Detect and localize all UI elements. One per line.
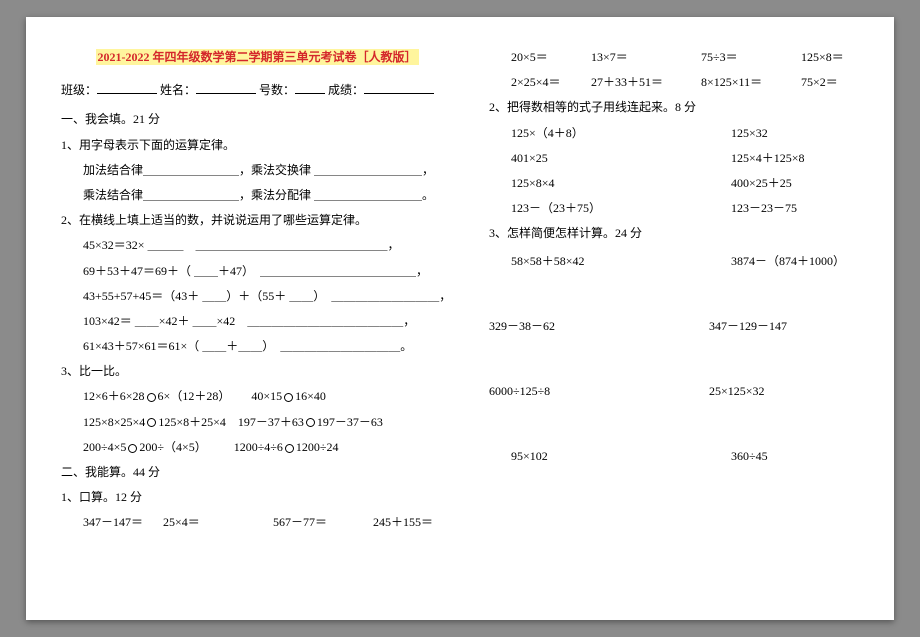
match-row-2: 125×8×4 400×25＋25 <box>489 171 881 196</box>
mc: 25×4＝ <box>163 510 273 535</box>
label-number: 号数： <box>259 83 295 97</box>
cmp-l2: 40×15 <box>251 389 282 403</box>
cmp-r2: 16×40 <box>295 389 326 403</box>
calc-r: 360÷45 <box>731 444 768 469</box>
cmp-l: 125×8×25×4 <box>83 415 145 429</box>
match-l: 401×25 <box>511 146 731 171</box>
calc-r: 3874－（874＋1000） <box>731 249 845 274</box>
label-name: 姓名： <box>160 83 196 97</box>
calc-r: 347－129－147 <box>709 314 787 339</box>
match-l: 123－（23＋75） <box>511 196 731 221</box>
calc-row-1: 329－38－62 347－129－147 <box>489 314 881 339</box>
title-row: 2021-2022 年四年级数学第二学期第三单元考试卷［人教版］ <box>61 45 453 70</box>
calc-l: 329－38－62 <box>489 314 709 339</box>
match-row-3: 123－（23＋75） 123－23－75 <box>489 196 881 221</box>
cmp-r: 6×（12＋28） <box>158 389 231 403</box>
mc: 13×7＝ <box>591 45 701 70</box>
label-score: 成绩： <box>328 83 364 97</box>
compare-circle[interactable] <box>284 393 293 402</box>
mc: 75×2＝ <box>801 70 881 95</box>
right-column: 20×5＝ 13×7＝ 75÷3＝ 125×8＝ 2×25×4＝ 27＋33＋5… <box>471 45 881 605</box>
blank-number[interactable] <box>295 93 325 94</box>
mc: 75÷3＝ <box>701 45 801 70</box>
section-1-head: 一、我会填。21 分 <box>61 107 453 132</box>
match-r: 400×25＋25 <box>731 171 792 196</box>
match-r: 125×32 <box>731 121 768 146</box>
cmp-r: 200÷（4×5） <box>139 440 206 454</box>
page-title: 2021-2022 年四年级数学第二学期第三单元考试卷［人教版］ <box>96 49 419 65</box>
cmp-r2: 197－37－63 <box>317 415 383 429</box>
blank-class[interactable] <box>97 93 157 94</box>
q1-title: 1、用字母表示下面的运算定律。 <box>61 133 453 158</box>
exam-page: 2021-2022 年四年级数学第二学期第三单元考试卷［人教版］ 班级： 姓名：… <box>26 17 894 620</box>
mc: 245＋155＝ <box>373 510 453 535</box>
mc: 27＋33＋51＝ <box>591 70 701 95</box>
match-l: 125×8×4 <box>511 171 731 196</box>
mental-row-2: 20×5＝ 13×7＝ 75÷3＝ 125×8＝ <box>489 45 881 70</box>
q1-line-b: 乘法结合律＿＿＿＿＿＿＿＿，乘法分配律 ＿＿＿＿＿＿＿＿＿。 <box>61 183 453 208</box>
cmp-l: 12×6＋6×28 <box>83 389 145 403</box>
label-class: 班级： <box>61 83 97 97</box>
compare-circle[interactable] <box>147 418 156 427</box>
cmp-l2: 1200÷4÷6 <box>234 440 283 454</box>
cmp-r2: 1200÷24 <box>296 440 339 454</box>
mc: 2×25×4＝ <box>511 70 591 95</box>
cmp-l2: 197－37＋63 <box>238 415 304 429</box>
calc-l: 58×58＋58×42 <box>511 249 731 274</box>
compare-circle[interactable] <box>128 444 137 453</box>
q2-line-b: 69＋53＋47＝69＋（ ＿＿＋47） ＿＿＿＿＿＿＿＿＿＿＿＿＿， <box>61 259 453 284</box>
match-r: 123－23－75 <box>731 196 797 221</box>
compare-circle[interactable] <box>147 393 156 402</box>
match-l: 125×（4＋8） <box>511 121 731 146</box>
compare-circle[interactable] <box>306 418 315 427</box>
mc: 20×5＝ <box>511 45 591 70</box>
blank-name[interactable] <box>196 93 256 94</box>
calc-l: 95×102 <box>511 444 731 469</box>
match-row-1: 401×25 125×4＋125×8 <box>489 146 881 171</box>
calc-row-0: 58×58＋58×42 3874－（874＋1000） <box>489 249 881 274</box>
mc: 567－77＝ <box>273 510 373 535</box>
cmp-l: 200÷4×5 <box>83 440 126 454</box>
q3-row-0: 12×6＋6×28 6×（12＋28） 40×15 16×40 <box>61 384 453 409</box>
calc-row-2: 6000÷125÷8 25×125×32 <box>489 379 881 404</box>
match-r: 125×4＋125×8 <box>731 146 805 171</box>
calc-r: 25×125×32 <box>709 379 765 404</box>
cmp-r: 125×8＋25×4 <box>158 415 226 429</box>
blank-score[interactable] <box>364 93 434 94</box>
s2q1-title: 1、口算。12 分 <box>61 485 453 510</box>
mc: 8×125×11＝ <box>701 70 801 95</box>
left-column: 2021-2022 年四年级数学第二学期第三单元考试卷［人教版］ 班级： 姓名：… <box>61 45 471 605</box>
mc: 347－147＝ <box>83 510 163 535</box>
q2-title: 2、在横线上填上适当的数，并说说运用了哪些运算定律。 <box>61 208 453 233</box>
s2q3-title: 3、怎样简便怎样计算。24 分 <box>489 221 881 246</box>
q2-line-e: 61×43＋57×61＝61×（ ＿＿＋＿＿） ＿＿＿＿＿＿＿＿＿＿。 <box>61 334 453 359</box>
student-info: 班级： 姓名： 号数： 成绩： <box>61 78 453 103</box>
mc: 125×8＝ <box>801 45 881 70</box>
mental-row-1: 347－147＝ 25×4＝ 567－77＝ 245＋155＝ <box>61 510 453 535</box>
q3-title: 3、比一比。 <box>61 359 453 384</box>
q2-line-d: 103×42＝ ＿＿×42＋ ＿＿×42 ＿＿＿＿＿＿＿＿＿＿＿＿＿， <box>61 309 453 334</box>
q2-line-a: 45×32＝32× ＿＿＿ ＿＿＿＿＿＿＿＿＿＿＿＿＿＿＿＿， <box>61 233 453 258</box>
mental-row-3: 2×25×4＝ 27＋33＋51＝ 8×125×11＝ 75×2＝ <box>489 70 881 95</box>
section-2-head: 二、我能算。44 分 <box>61 460 453 485</box>
q3-row-2: 200÷4×5 200÷（4×5） 1200÷4÷6 1200÷24 <box>61 435 453 460</box>
s2q2-title: 2、把得数相等的式子用线连起来。8 分 <box>489 95 881 120</box>
calc-row-3: 95×102 360÷45 <box>489 444 881 469</box>
q3-row-1: 125×8×25×4 125×8＋25×4 197－37＋63 197－37－63 <box>61 410 453 435</box>
q1-line-a: 加法结合律＿＿＿＿＿＿＿＿，乘法交换律 ＿＿＿＿＿＿＿＿＿， <box>61 158 453 183</box>
match-row-0: 125×（4＋8） 125×32 <box>489 121 881 146</box>
compare-circle[interactable] <box>285 444 294 453</box>
q2-line-c: 43+55+57+45＝（43＋ ＿＿）＋（55＋ ＿＿） ＿＿＿＿＿＿＿＿＿， <box>61 284 453 309</box>
calc-l: 6000÷125÷8 <box>489 379 709 404</box>
